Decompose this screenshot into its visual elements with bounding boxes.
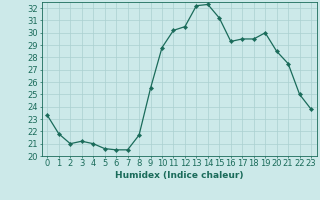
- X-axis label: Humidex (Indice chaleur): Humidex (Indice chaleur): [115, 171, 244, 180]
